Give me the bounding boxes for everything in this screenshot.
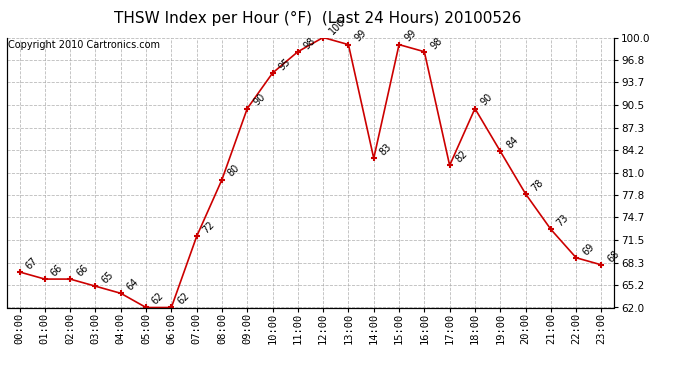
Text: 64: 64	[125, 277, 141, 292]
Text: 99: 99	[403, 28, 419, 44]
Text: 90: 90	[251, 92, 267, 108]
Text: 72: 72	[201, 220, 217, 236]
Text: 84: 84	[504, 135, 520, 150]
Text: 78: 78	[530, 177, 546, 193]
Text: 90: 90	[479, 92, 495, 108]
Text: 62: 62	[175, 291, 191, 307]
Text: 82: 82	[454, 149, 470, 165]
Text: 95: 95	[277, 56, 293, 72]
Text: 99: 99	[353, 28, 368, 44]
Text: 65: 65	[99, 270, 115, 285]
Text: Copyright 2010 Cartronics.com: Copyright 2010 Cartronics.com	[8, 40, 160, 50]
Text: THSW Index per Hour (°F)  (Last 24 Hours) 20100526: THSW Index per Hour (°F) (Last 24 Hours)…	[114, 11, 521, 26]
Text: 68: 68	[606, 248, 622, 264]
Text: 100: 100	[327, 16, 347, 37]
Text: 69: 69	[580, 241, 596, 257]
Text: 73: 73	[555, 213, 571, 229]
Text: 83: 83	[378, 142, 394, 158]
Text: 98: 98	[428, 35, 444, 51]
Text: 98: 98	[302, 35, 318, 51]
Text: 80: 80	[226, 163, 242, 179]
Text: 67: 67	[23, 255, 39, 271]
Text: 66: 66	[75, 262, 90, 278]
Text: 66: 66	[49, 262, 65, 278]
Text: 62: 62	[150, 291, 166, 307]
